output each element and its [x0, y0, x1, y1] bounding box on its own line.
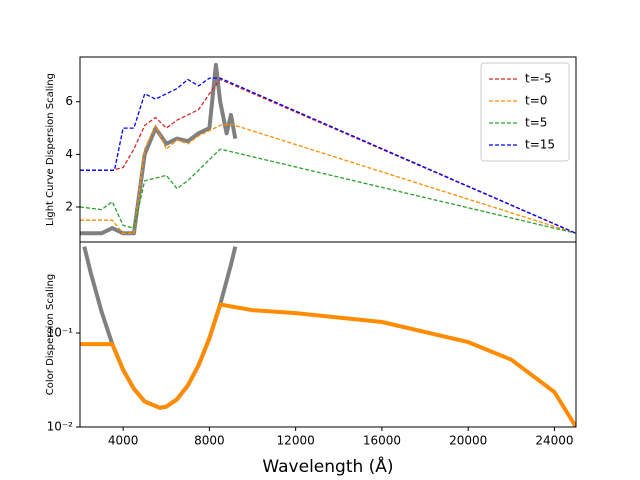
x-tick-label: 12000 [277, 434, 315, 448]
series-line [80, 77, 576, 234]
series-line [80, 62, 238, 236]
legend-label: t=0 [525, 94, 547, 108]
y-tick-label: 2 [65, 200, 73, 214]
y-axis-label: Color Dispersion Scaling [45, 274, 56, 395]
legend-label: t=5 [525, 116, 547, 130]
x-tick-label: 4000 [108, 434, 139, 448]
x-tick-label: 16000 [363, 434, 401, 448]
x-axis-label: Wavelength (Å) [262, 455, 393, 477]
legend-label: t=-5 [525, 72, 552, 86]
axes-frame [79, 241, 577, 428]
y-axis-label: Light Curve Dispersion Scaling [45, 73, 56, 226]
x-tick-label: 20000 [449, 434, 487, 448]
legend-label: t=15 [525, 138, 555, 152]
series-line [80, 302, 576, 427]
series-line [80, 148, 576, 234]
y-tick-label: 6 [65, 94, 73, 108]
plot-area [80, 246, 576, 427]
plot-area [80, 62, 576, 236]
series-line [80, 123, 576, 234]
x-tick-label: 24000 [535, 434, 573, 448]
x-tick-label: 8000 [194, 434, 225, 448]
series-line [80, 78, 576, 234]
y-tick-label: 10⁻¹ [47, 326, 74, 340]
y-tick-label: 4 [65, 147, 73, 161]
legend-box [480, 62, 570, 162]
y-tick-label: 10⁻² [47, 420, 74, 434]
